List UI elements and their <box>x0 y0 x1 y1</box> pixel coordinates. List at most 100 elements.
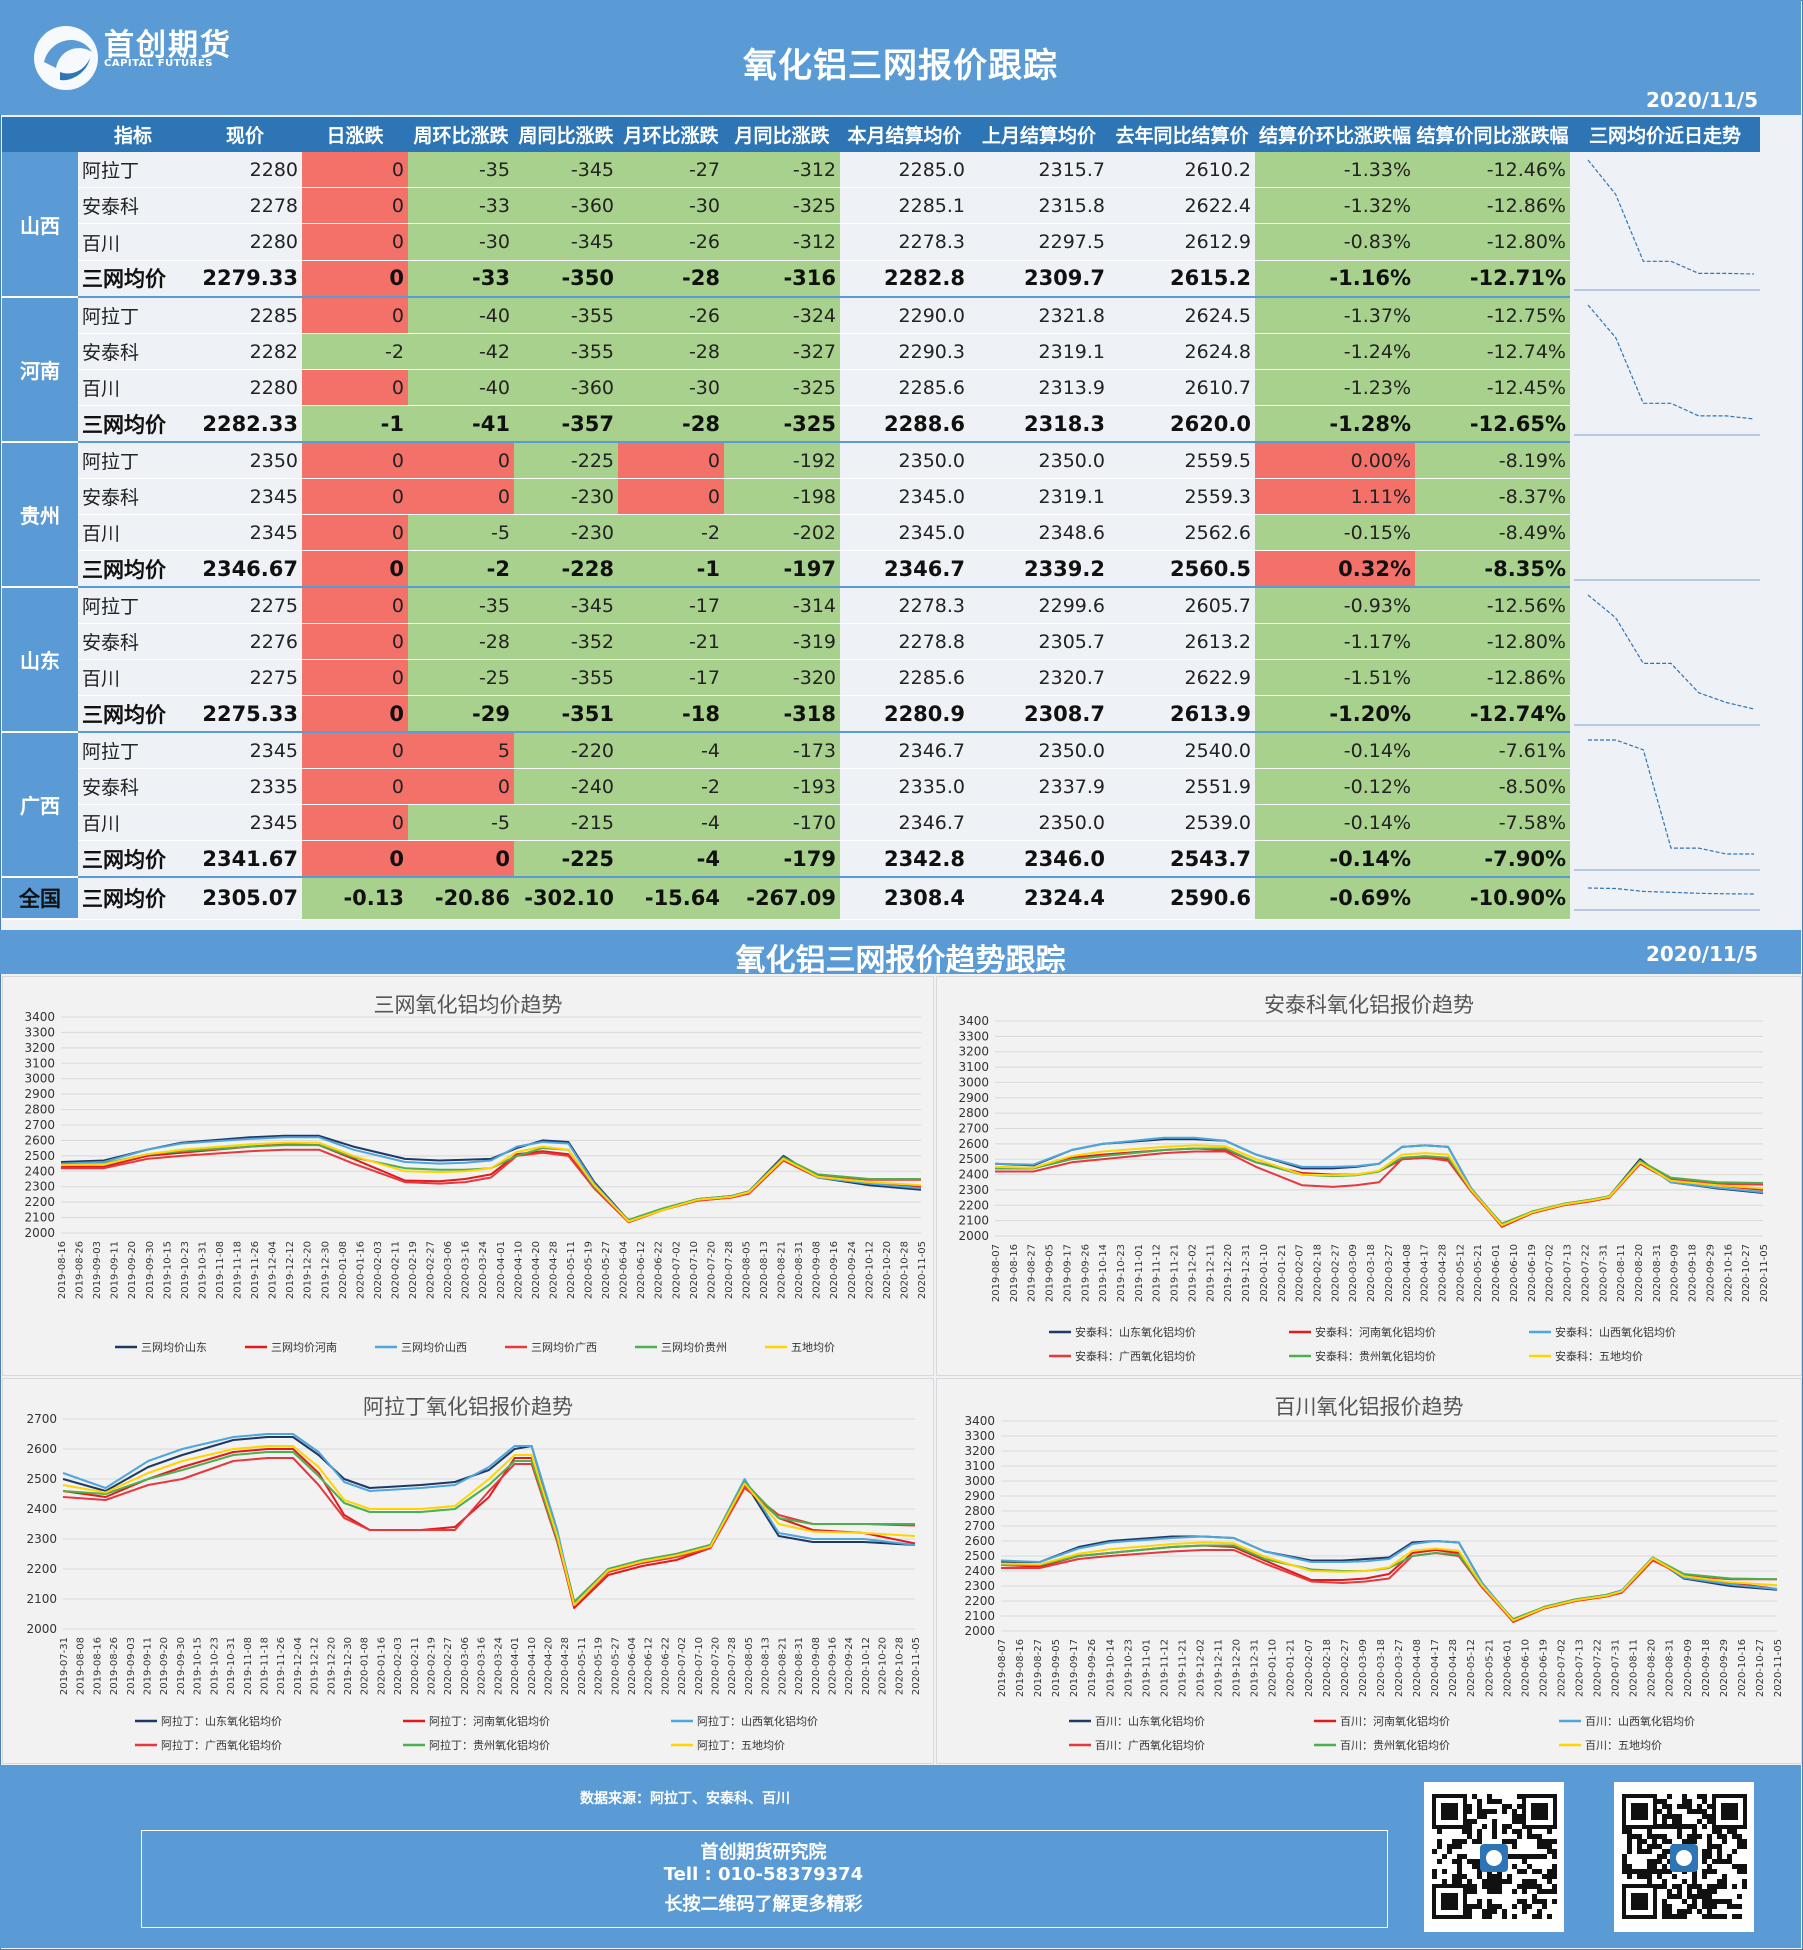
value-cell: -202 <box>724 514 840 551</box>
column-header: 上月结算均价 <box>969 117 1109 152</box>
report-date: 2020/11/5 <box>1645 88 1758 112</box>
x-tick-label: 2019-10-15 <box>193 1637 204 1695</box>
legend-label: 三网均价贵州 <box>661 1341 727 1354</box>
source-name: 三网均价 <box>78 405 188 443</box>
x-tick-label: 2020-04-28 <box>560 1637 571 1695</box>
x-tick-label: 2020-09-16 <box>829 1241 840 1299</box>
value-cell: -12.80% <box>1415 223 1570 261</box>
value-cell: -12.80% <box>1415 623 1570 660</box>
value-cell: -12.74% <box>1415 333 1570 370</box>
sparkline-trend <box>1587 159 1755 275</box>
value-cell: 0.00% <box>1255 442 1415 479</box>
qr-code-icon[interactable] <box>1614 1782 1754 1932</box>
value-cell: -12.71% <box>1415 260 1570 298</box>
value-cell: 0 <box>302 623 408 660</box>
value-cell: -197 <box>724 550 840 588</box>
value-cell: 2620.0 <box>1109 405 1255 443</box>
qr-code-icon[interactable] <box>1424 1782 1564 1932</box>
y-tick-label: 2100 <box>24 1211 55 1225</box>
x-tick-label: 2019-12-20 <box>303 1241 314 1299</box>
y-tick-label: 2400 <box>958 1168 989 1182</box>
x-tick-label: 2020-07-22 <box>1580 1244 1591 1302</box>
y-tick-label: 3200 <box>24 1041 55 1055</box>
x-tick-label: 2019-12-30 <box>320 1241 331 1299</box>
x-tick-label: 2020-05-11 <box>577 1637 588 1695</box>
value-cell: -12.46% <box>1415 152 1570 189</box>
column-header: 指标 <box>78 117 188 152</box>
table-row: 三网均价 2279.33 0 -33 -350 -28 -316 2282.8 2309.7 26… <box>2 260 1760 298</box>
value-cell: 2613.2 <box>1109 623 1255 660</box>
x-tick-label: 2019-12-30 <box>343 1637 354 1695</box>
x-tick-label: 2020-04-20 <box>531 1241 542 1299</box>
header-bar <box>0 0 1801 115</box>
y-tick-label: 2100 <box>964 1609 995 1623</box>
value-cell: -0.14% <box>1255 840 1415 878</box>
value-cell: 0 <box>408 840 514 878</box>
x-tick-label: 2020-07-13 <box>1563 1244 1574 1302</box>
sparkline <box>1574 886 1760 910</box>
value-cell: -1.51% <box>1255 659 1415 696</box>
region-label: 山东 <box>2 587 78 733</box>
x-tick-label: 2020-04-28 <box>548 1241 559 1299</box>
y-tick-label: 2200 <box>26 1562 57 1576</box>
x-tick-label: 2020-06-19 <box>1538 1639 1549 1697</box>
sparkline <box>1574 159 1760 291</box>
value-cell: -18 <box>618 695 724 733</box>
value-cell: -312 <box>724 152 840 189</box>
x-tick-label: 2020-01-10 <box>1259 1244 1270 1302</box>
x-tick-label: 2020-07-02 <box>1556 1639 1567 1697</box>
chart-panel-antaike: 安泰科氧化铝报价趋势 2000 2100 2200 2300 2400 2500 2600 2… <box>936 976 1802 1376</box>
x-tick-label: 2019-09-26 <box>1080 1244 1091 1302</box>
value-cell: -21 <box>618 623 724 660</box>
x-tick-label: 2020-05-12 <box>1455 1244 1466 1302</box>
x-tick-label: 2020-03-18 <box>1376 1639 1387 1697</box>
value-cell: -28 <box>618 405 724 443</box>
value-cell: 2299.6 <box>969 587 1109 624</box>
chart-title: 安泰科氧化铝报价趋势 <box>1264 993 1474 1017</box>
x-tick-label: 2019-09-05 <box>1045 1244 1056 1302</box>
x-tick-label: 2020-10-12 <box>864 1241 875 1299</box>
value-cell: 0 <box>302 804 408 841</box>
column-header: 去年同比结算价 <box>1109 117 1255 152</box>
x-tick-label: 2020-04-28 <box>1438 1244 1449 1302</box>
source-name: 三网均价 <box>78 840 188 878</box>
x-tick-label: 2020-05-21 <box>1473 1244 1484 1302</box>
source-name: 百川 <box>78 659 188 696</box>
x-tick-label: 2019-09-11 <box>110 1241 121 1299</box>
value-cell: -1.24% <box>1255 333 1415 370</box>
x-tick-label: 2019-11-01 <box>1141 1639 1152 1697</box>
value-cell: 2543.7 <box>1109 840 1255 878</box>
value-cell: 2350.0 <box>840 442 969 479</box>
y-tick-label: 2400 <box>964 1564 995 1578</box>
x-tick-label: 2020-02-03 <box>393 1637 404 1695</box>
value-cell: -198 <box>724 478 840 515</box>
x-tick-label: 2020-01-10 <box>1268 1639 1279 1697</box>
x-tick-label: 2019-10-15 <box>162 1241 173 1299</box>
value-cell: 2345 <box>188 478 302 515</box>
value-cell: -325 <box>724 405 840 443</box>
value-cell: -8.49% <box>1415 514 1570 551</box>
source-name: 百川 <box>78 804 188 841</box>
value-cell: -228 <box>514 550 618 588</box>
x-tick-label: 2020-01-21 <box>1277 1244 1288 1302</box>
chart-aladdin-trend: 2000 2100 2200 2300 2400 2500 2600 2700 2019-07-… <box>26 1412 922 1752</box>
value-cell: 2320.7 <box>969 659 1109 696</box>
value-cell: 2348.6 <box>969 514 1109 551</box>
value-cell: -0.13 <box>302 877 408 920</box>
value-cell: 2276 <box>188 623 302 660</box>
value-cell: 2279.33 <box>188 260 302 298</box>
value-cell: 2285.6 <box>840 659 969 696</box>
y-tick-label: 2800 <box>958 1106 989 1120</box>
series-line <box>62 1451 915 1603</box>
y-tick-label: 2000 <box>26 1622 57 1636</box>
x-tick-label: 2019-08-08 <box>76 1637 87 1695</box>
x-tick-label: 2020-09-24 <box>844 1637 855 1695</box>
value-cell: -267.09 <box>724 877 840 920</box>
value-cell: 0 <box>302 152 408 189</box>
value-cell: 2278.3 <box>840 587 969 624</box>
value-cell: 2560.5 <box>1109 550 1255 588</box>
value-cell: 0 <box>302 732 408 769</box>
value-cell: 2622.9 <box>1109 659 1255 696</box>
x-tick-label: 2019-07-31 <box>59 1637 70 1695</box>
telephone: Tell : 010-58379374 <box>663 1864 864 1885</box>
